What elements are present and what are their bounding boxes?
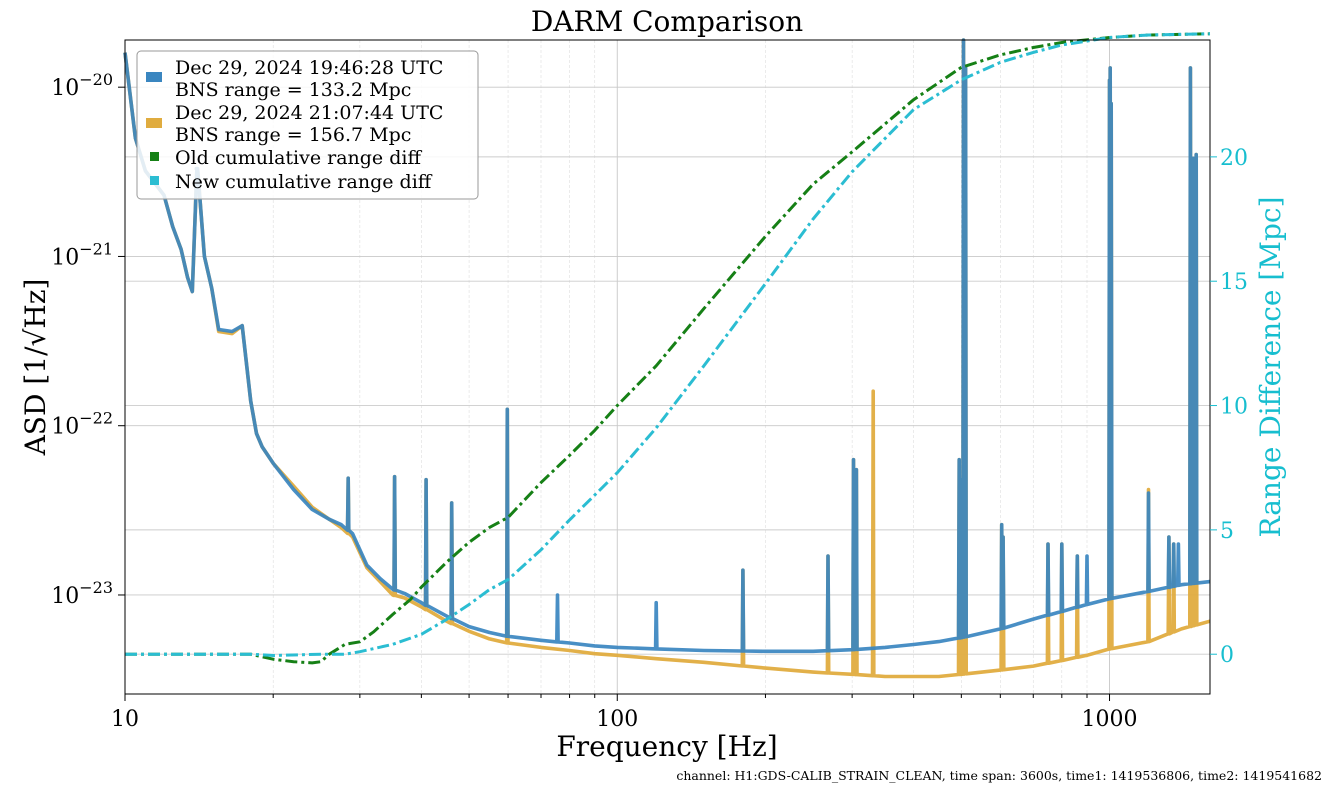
legend-swatch-new — [146, 118, 162, 128]
axis-ticks: 10 100 1000 10−20 10−21 10−22 10−23 0 5 10 15 20 — [51, 70, 1248, 732]
legend-swatch-old-cumulative — [150, 152, 159, 161]
series-line-new-cumulative — [125, 32, 1211, 657]
series-line-19-46-28 — [123, 38, 1211, 654]
legend-label-new-line2: BNS range = 156.7 Mpc — [175, 124, 411, 146]
y-tick-label: 10−22 — [51, 409, 113, 440]
y-tick-label: 10−20 — [51, 70, 113, 101]
y-right-tick-label: 20 — [1220, 146, 1248, 171]
y-tick-label: 10−21 — [51, 239, 113, 270]
legend-label-old-line2: BNS range = 133.2 Mpc — [175, 79, 411, 101]
y-right-tick-label: 10 — [1220, 395, 1248, 420]
chart-title: DARM Comparison — [531, 5, 803, 38]
x-tick-label: 100 — [596, 707, 638, 732]
legend-swatch-old — [146, 72, 162, 82]
series-layer — [123, 32, 1211, 679]
x-tick-label: 10 — [111, 707, 139, 732]
series-line-old-cumulative — [125, 32, 1211, 665]
y-axis-label-right: Range Difference [Mpc] — [1254, 197, 1287, 538]
legend: Dec 29, 2024 19:46:28 UTC BNS range = 13… — [136, 50, 479, 200]
plot-frame — [124, 39, 1211, 695]
legend-swatch-new-cumulative — [150, 176, 159, 185]
x-tick-label: 1000 — [1082, 707, 1138, 732]
x-axis-label: Frequency [Hz] — [556, 730, 777, 763]
y-right-tick-label: 15 — [1220, 270, 1248, 295]
legend-box — [136, 50, 479, 200]
footnote: channel: H1:GDS-CALIB_STRAIN_CLEAN, time… — [676, 768, 1322, 783]
legend-label-new-line1: Dec 29, 2024 21:07:44 UTC — [175, 102, 443, 124]
legend-label-new-cumulative: New cumulative range diff — [175, 171, 433, 193]
y-right-tick-label: 5 — [1220, 519, 1234, 544]
legend-label-old-cumulative: Old cumulative range diff — [175, 147, 422, 169]
legend-label-old-line1: Dec 29, 2024 19:46:28 UTC — [175, 57, 443, 79]
y-right-tick-label: 0 — [1220, 643, 1234, 668]
y-axis-label: ASD [1/√Hz] — [19, 279, 52, 457]
y-tick-label: 10−23 — [51, 578, 113, 609]
